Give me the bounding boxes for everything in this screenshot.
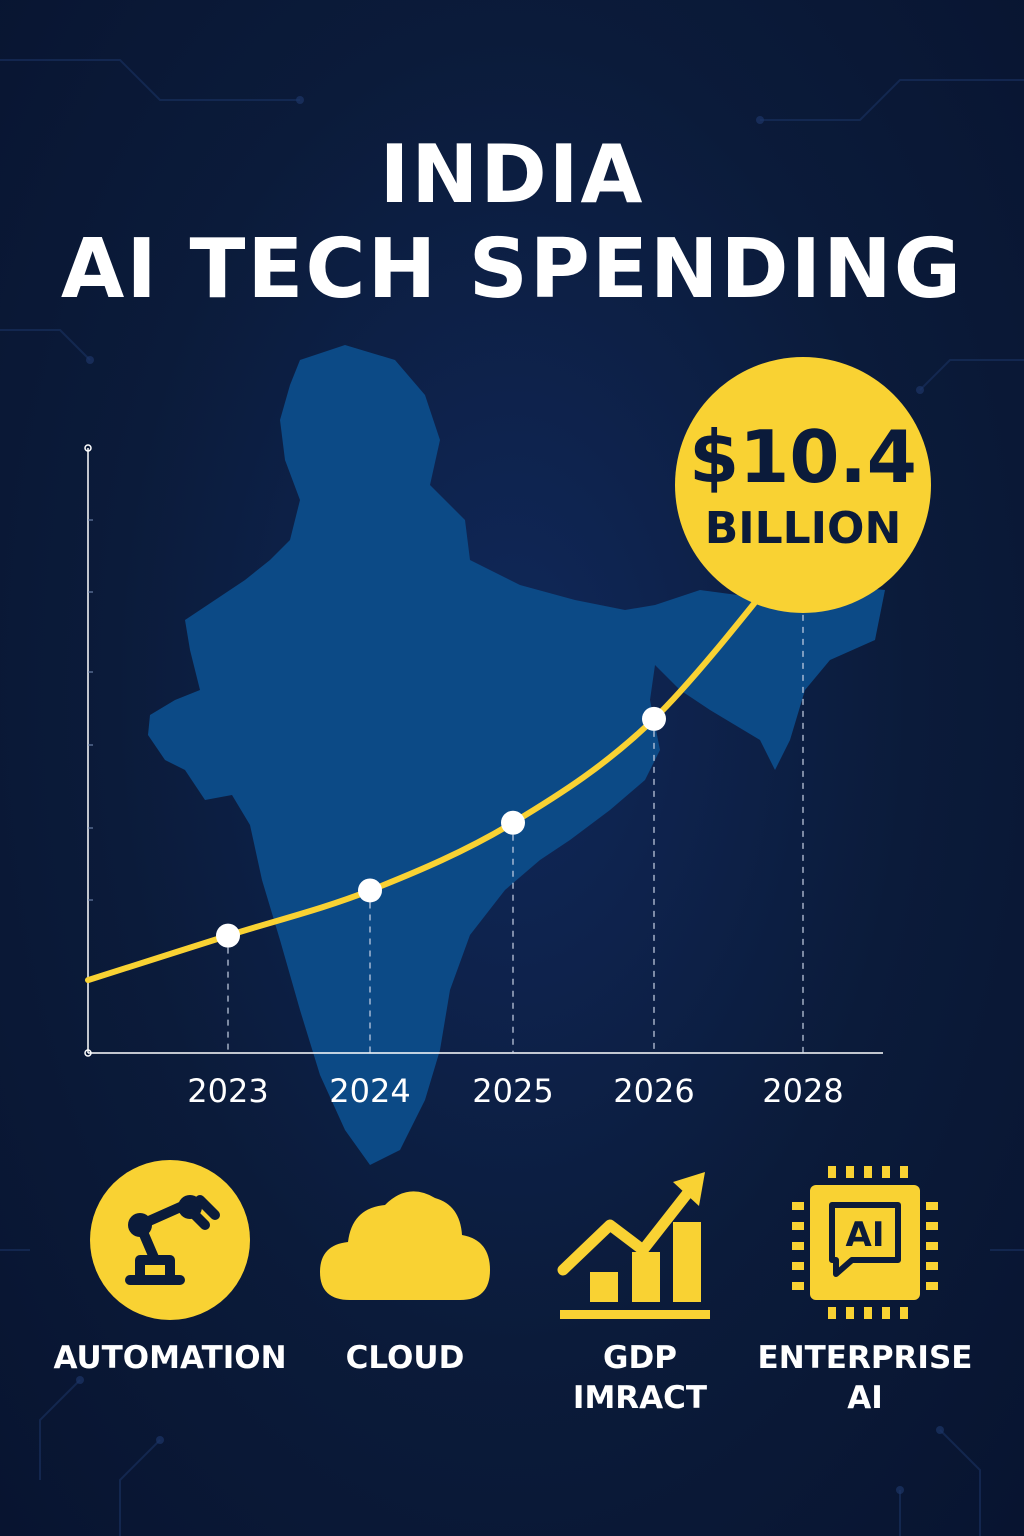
y-axis-end	[84, 444, 92, 452]
x-tick-label: 2024	[329, 1072, 410, 1110]
x-tick-label: 2028	[762, 1072, 843, 1110]
icon-label-line: GDP	[603, 1340, 677, 1376]
ai-chip-icon: AI	[792, 1166, 938, 1319]
icon-label-automation: AUTOMATION	[50, 1338, 290, 1378]
icon-label-cloud: CLOUD	[285, 1338, 525, 1378]
data-point	[358, 878, 382, 903]
x-tick-labels: 2023 2024 2025 2026 2028	[187, 1072, 843, 1110]
icon-label-line: ENTERPRISE	[757, 1340, 973, 1376]
axis-origin	[84, 1049, 92, 1057]
icon-label-line: CLOUD	[345, 1340, 465, 1376]
icon-block-enterprise-ai: AI ENTERPRISE AI	[745, 1160, 985, 1460]
icon-label-line: IMRACT	[572, 1380, 708, 1416]
automation-icon	[90, 1160, 250, 1320]
chart-axes	[84, 444, 883, 1057]
callout-value: $10.4	[689, 415, 917, 499]
india-map-silhouette	[148, 345, 885, 1165]
x-tick-label: 2023	[187, 1072, 268, 1110]
callout-badge	[675, 357, 931, 613]
chart-guides	[227, 542, 804, 1053]
data-point	[642, 706, 666, 731]
gdp-chart-icon	[557, 1172, 710, 1319]
icon-block-cloud: CLOUD	[285, 1160, 525, 1460]
icon-label-enterprise-ai: ENTERPRISE AI	[745, 1338, 985, 1418]
page-title-line2: AI TECH SPENDING	[60, 222, 964, 317]
icon-label-line: AI	[847, 1380, 883, 1416]
x-tick-label: 2025	[472, 1072, 553, 1110]
cloud-icon	[320, 1191, 490, 1300]
icon-block-gdp: GDP IMRACT	[520, 1160, 760, 1460]
x-tick-label: 2026	[613, 1072, 694, 1110]
page-title-line1: INDIA	[379, 128, 645, 221]
icon-block-automation: AUTOMATION	[50, 1160, 290, 1460]
callout-unit: BILLION	[705, 503, 902, 554]
svg-text:AI: AI	[846, 1215, 885, 1255]
data-point	[216, 923, 240, 948]
icon-label-gdp: GDP IMRACT	[520, 1338, 760, 1418]
data-point	[501, 810, 525, 835]
value-callout: $10.4 BILLION	[675, 357, 931, 613]
icon-label-line: AUTOMATION	[53, 1340, 287, 1376]
